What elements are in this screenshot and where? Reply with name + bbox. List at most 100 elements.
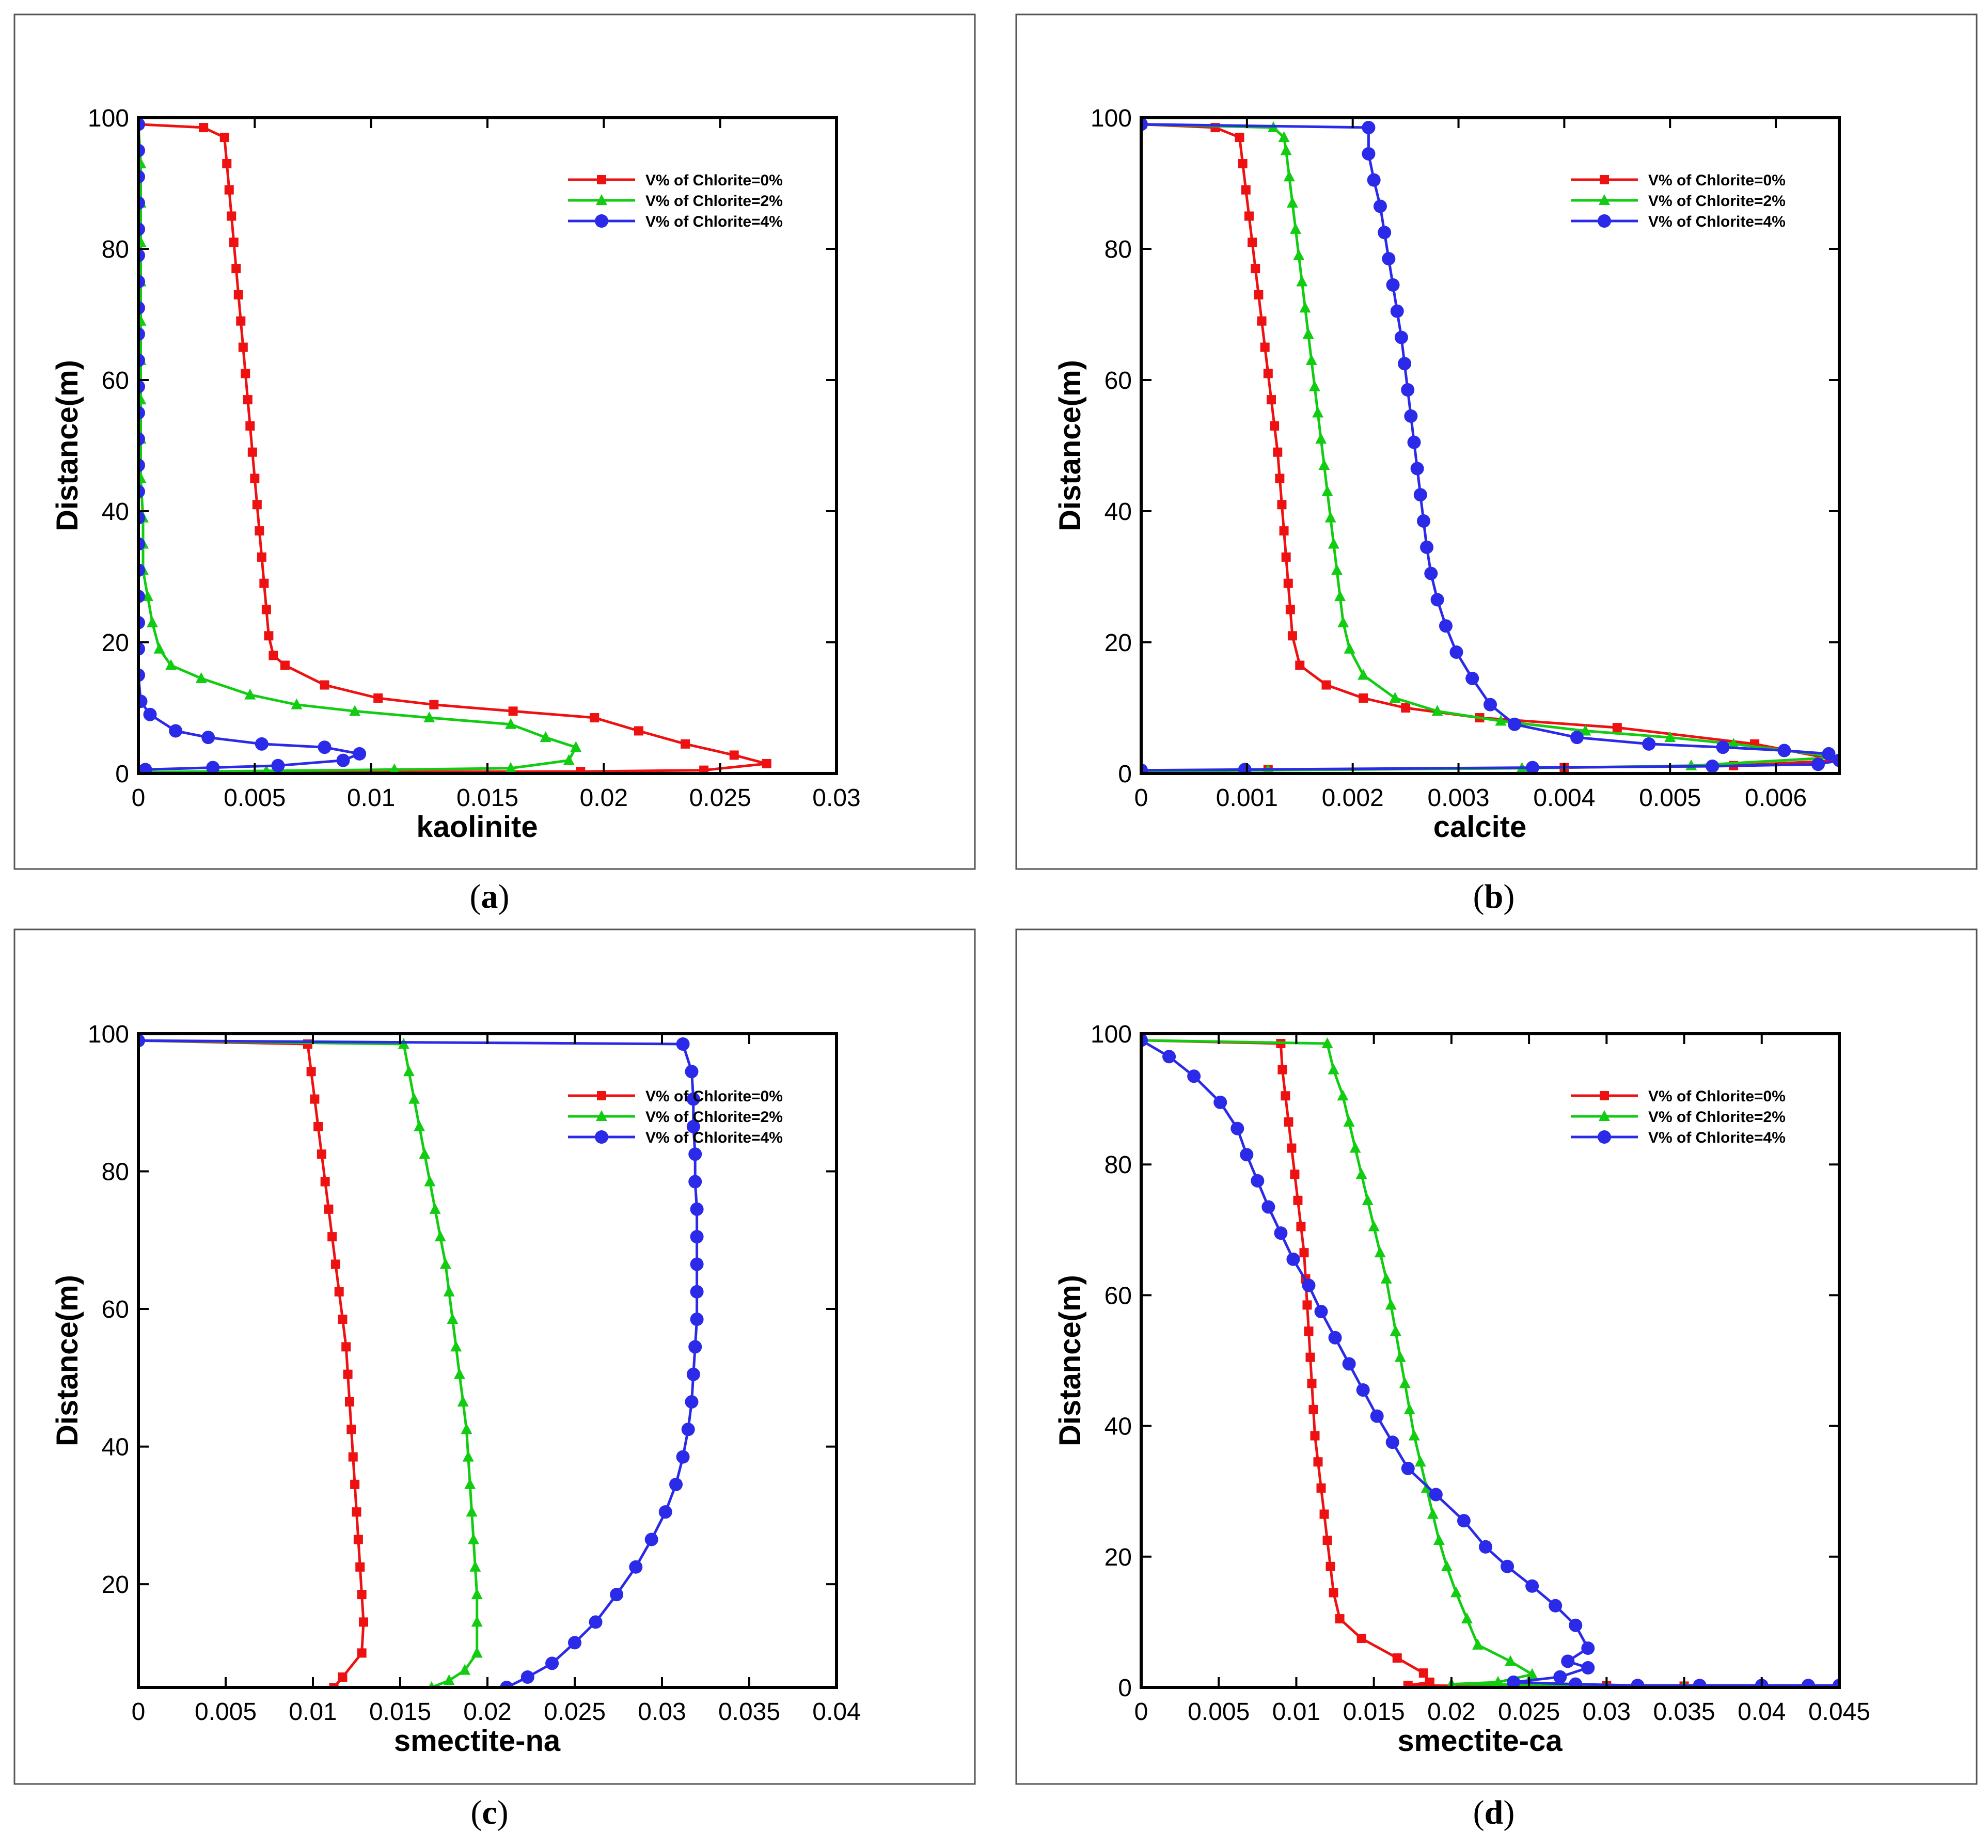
data-point	[1313, 1457, 1323, 1467]
data-point	[447, 1313, 459, 1324]
data-point	[1401, 1461, 1415, 1475]
legend-label-0: V% of Chlorite=0%	[645, 1088, 783, 1105]
data-point	[634, 726, 643, 736]
panel-frame	[13, 13, 976, 870]
data-point	[1368, 1220, 1380, 1231]
y-tick-label: 60	[102, 1296, 129, 1323]
data-point	[1429, 1488, 1443, 1502]
legend-label-2: V% of Chlorite=4%	[645, 1129, 783, 1146]
data-point	[1822, 747, 1836, 761]
data-point	[1404, 409, 1418, 423]
data-point	[1413, 488, 1427, 502]
data-point	[1416, 514, 1430, 528]
data-point	[1373, 199, 1387, 213]
data-point	[461, 1423, 472, 1434]
data-point	[1382, 252, 1396, 266]
data-point	[1275, 473, 1285, 483]
y-tick-label: 20	[1105, 629, 1132, 657]
data-point	[1370, 1409, 1384, 1423]
data-point	[1321, 485, 1333, 496]
data-point	[1394, 330, 1408, 344]
data-point	[669, 1477, 683, 1491]
panel-caption: (c)	[470, 1794, 508, 1831]
panel-a: 0 0.005 0.01 0.015 0.02 0.025 0.03 0 20 40 60 80 100…	[13, 13, 976, 915]
data-point	[1302, 1278, 1316, 1292]
data-point	[1431, 705, 1443, 716]
y-tick-label: 40	[1105, 498, 1132, 526]
panel-frame	[1015, 13, 1978, 870]
x-tick-label: 0.03	[1583, 1698, 1631, 1726]
x-tick-label: 0.002	[1322, 784, 1384, 812]
data-point	[450, 1340, 462, 1352]
data-point	[690, 1257, 704, 1271]
x-tick-label: 0	[132, 1698, 146, 1726]
x-tick-label: 0	[1134, 784, 1148, 812]
data-point	[250, 473, 260, 483]
data-point	[255, 526, 264, 536]
data-point	[334, 1287, 344, 1297]
data-point	[1569, 1618, 1583, 1632]
data-point	[676, 1450, 690, 1464]
data-point	[508, 706, 518, 716]
data-point	[1326, 1561, 1335, 1571]
series-layer	[1140, 117, 1840, 775]
data-point	[462, 1450, 474, 1462]
data-point	[1304, 1326, 1314, 1336]
data-point	[1427, 1508, 1439, 1519]
data-point	[137, 472, 147, 483]
data-point	[1319, 1509, 1329, 1519]
data-point	[1285, 605, 1295, 614]
y-tick-label: 0	[115, 761, 129, 788]
x-tick-label: 0.015	[369, 1698, 431, 1726]
data-point	[1251, 264, 1260, 274]
data-point	[419, 1148, 431, 1159]
data-point	[1299, 302, 1311, 313]
data-point	[137, 157, 147, 168]
data-point	[169, 724, 183, 738]
x-axis-label: calcite	[1433, 810, 1527, 844]
data-point	[142, 590, 154, 602]
data-point	[1386, 278, 1400, 292]
data-point	[1399, 1377, 1411, 1388]
caption-close-paren: )	[497, 1794, 509, 1831]
y-tick-label: 80	[1105, 1151, 1132, 1179]
data-point	[1305, 1352, 1315, 1362]
caption-close-paren: )	[1503, 878, 1514, 915]
data-point	[1356, 1383, 1370, 1397]
x-tick-label: 0.035	[718, 1698, 780, 1726]
data-point	[241, 369, 250, 378]
data-point	[690, 1230, 704, 1244]
data-point	[137, 694, 148, 708]
data-point	[244, 688, 256, 700]
data-point	[471, 1647, 483, 1658]
data-point	[1312, 406, 1324, 418]
data-point	[137, 314, 147, 326]
data-point	[165, 659, 177, 670]
data-point	[348, 1452, 358, 1462]
data-point	[471, 1616, 483, 1627]
data-point	[1495, 715, 1507, 726]
data-point	[353, 1535, 363, 1544]
data-point	[1367, 173, 1381, 187]
data-point	[1279, 526, 1289, 536]
x-tick-label: 0.035	[1653, 1698, 1715, 1726]
data-point	[1398, 357, 1412, 371]
data-point	[1553, 1670, 1567, 1684]
data-point	[1356, 1634, 1366, 1644]
data-point	[261, 605, 271, 614]
data-point	[1261, 1200, 1275, 1214]
data-point	[1287, 1143, 1297, 1153]
data-point	[1273, 447, 1283, 457]
data-point	[1238, 763, 1252, 775]
data-point	[505, 762, 517, 773]
data-point	[1349, 1142, 1361, 1153]
data-point	[341, 1342, 351, 1352]
data-point	[137, 236, 147, 247]
data-point	[681, 1423, 695, 1436]
data-point	[1283, 170, 1295, 182]
data-point	[1472, 1638, 1484, 1650]
data-point	[1277, 500, 1287, 510]
caption-letter: d	[1485, 1794, 1504, 1831]
data-point	[1286, 197, 1298, 208]
data-point	[1329, 1588, 1338, 1598]
